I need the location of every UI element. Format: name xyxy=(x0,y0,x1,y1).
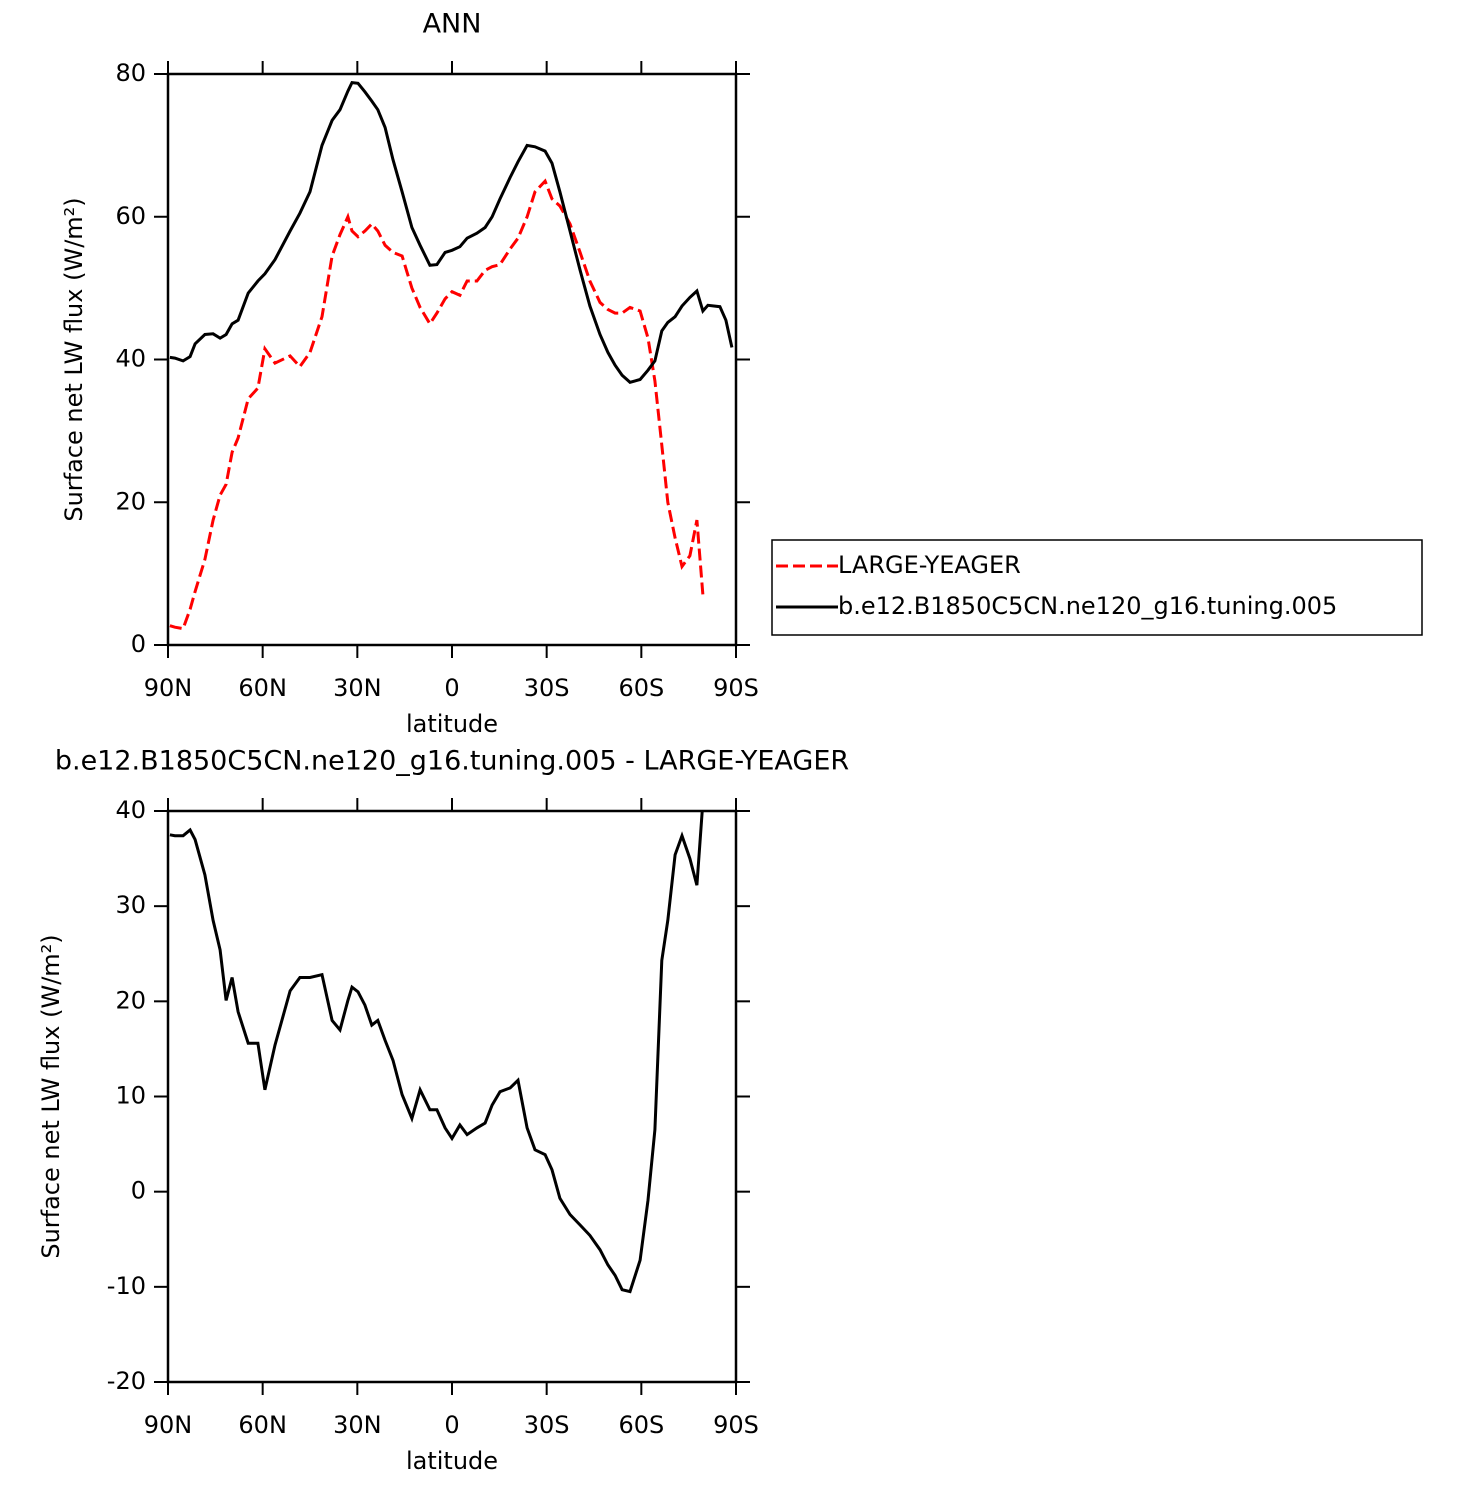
chart-title: b.e12.B1850C5CN.ne120_g16.tuning.005 - L… xyxy=(55,746,849,777)
y-tick-label: 10 xyxy=(115,1082,146,1110)
plot-frame xyxy=(166,809,738,1384)
x-tick-label: 60N xyxy=(238,674,287,702)
y-tick-label: 20 xyxy=(115,487,146,515)
x-tick-label: 90S xyxy=(713,674,759,702)
x-tick-label: 60S xyxy=(618,1411,664,1439)
y-tick-label: 60 xyxy=(115,202,146,230)
y-tick-label: -20 xyxy=(107,1367,146,1395)
data-line xyxy=(169,811,704,1294)
chart-title: ANN xyxy=(423,9,482,40)
x-tick-label: 90N xyxy=(144,674,193,702)
y-tick-label: 80 xyxy=(115,59,146,87)
plot-frame xyxy=(166,72,738,647)
y-tick-label: -10 xyxy=(107,1272,146,1300)
x-tick-label: 30S xyxy=(524,674,570,702)
x-tick-label: 0 xyxy=(444,1411,459,1439)
x-tick-label: 90S xyxy=(713,1411,759,1439)
x-tick-label: 60S xyxy=(618,674,664,702)
x-tick-label: 90N xyxy=(144,1411,193,1439)
x-tick-label: 30N xyxy=(333,1411,382,1439)
x-tick-label: 0 xyxy=(444,674,459,702)
legend-label: LARGE-YEAGER xyxy=(838,551,1021,579)
y-tick-label: 0 xyxy=(131,1177,146,1205)
y-tick-label: 30 xyxy=(115,891,146,919)
y-tick-label: 40 xyxy=(115,796,146,824)
data-line xyxy=(169,80,734,384)
x-axis-label: latitude xyxy=(406,710,498,738)
x-tick-label: 60N xyxy=(238,1411,287,1439)
y-axis-label: Surface net LW flux (W/m²) xyxy=(60,197,88,521)
y-tick-label: 40 xyxy=(115,345,146,373)
data-line xyxy=(169,178,705,631)
x-tick-label: 30S xyxy=(524,1411,570,1439)
legend-label: b.e12.B1850C5CN.ne120_g16.tuning.005 xyxy=(838,592,1337,620)
x-tick-label: 30N xyxy=(333,674,382,702)
y-tick-label: 0 xyxy=(131,630,146,658)
y-tick-label: 20 xyxy=(115,986,146,1014)
x-axis-label: latitude xyxy=(406,1447,498,1475)
y-axis-label: Surface net LW flux (W/m²) xyxy=(37,934,65,1258)
legend-box xyxy=(771,539,1423,636)
